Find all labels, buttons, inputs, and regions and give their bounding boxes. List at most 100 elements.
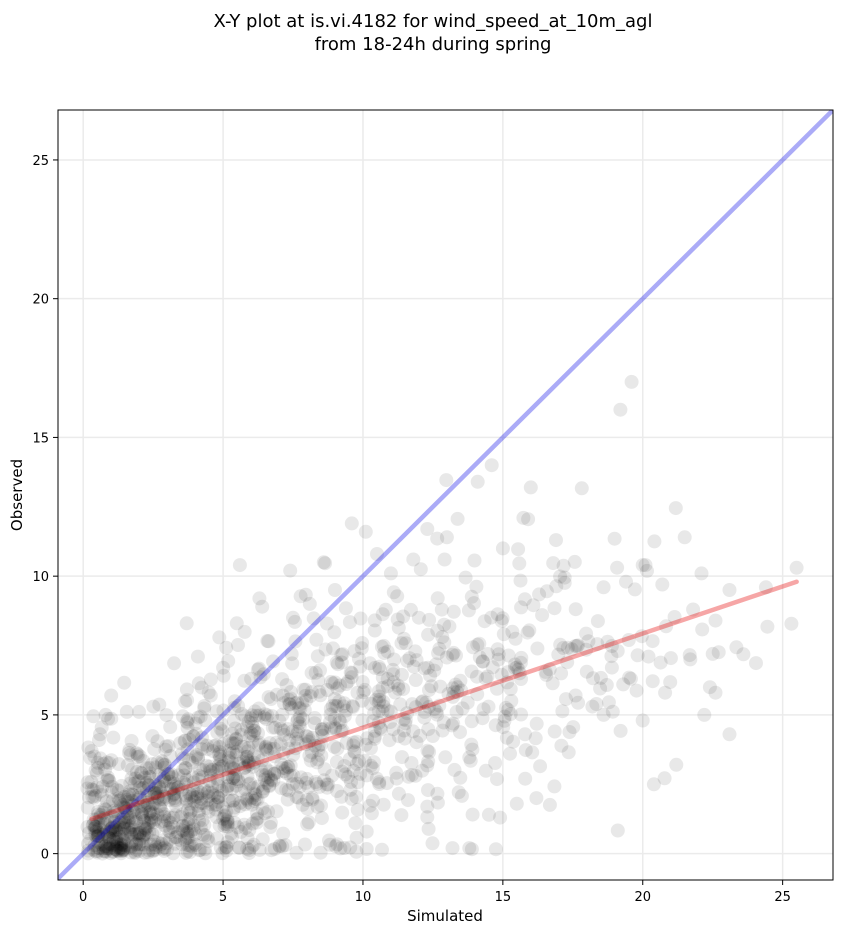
data-point [91,828,106,843]
data-point [501,702,516,717]
data-point [181,812,196,827]
data-point [168,830,183,845]
data-point [339,677,354,691]
data-point [250,792,265,807]
data-point [579,642,594,657]
data-point [616,677,631,692]
data-point [113,842,128,856]
data-point [371,703,386,718]
data-point [450,685,465,700]
data-point [397,731,412,746]
data-point [538,664,553,679]
data-point [485,660,500,675]
data-point [240,831,255,846]
data-point [150,734,165,749]
data-point [255,784,270,799]
data-point [162,792,177,807]
data-point [370,547,384,561]
data-point [430,531,445,546]
data-point [497,709,512,724]
data-point [109,824,123,839]
data-point [353,659,368,674]
data-point [92,733,106,748]
data-point [109,834,124,849]
data-point [292,779,307,794]
data-point [141,778,156,793]
data-point [307,711,322,725]
data-point [613,723,628,738]
data-point [126,804,140,819]
data-point [108,842,123,857]
data-point [198,828,213,843]
data-point [437,617,452,632]
data-point [526,598,541,613]
data-point [136,780,151,795]
data-point [462,841,477,856]
data-point [303,689,318,704]
data-point [105,779,120,794]
data-point [215,846,230,861]
scatter-points [80,374,804,861]
data-point [200,830,215,845]
data-point [283,758,298,773]
data-point [125,787,140,802]
data-point [394,808,409,823]
data-point [186,783,201,798]
data-point [269,735,284,750]
data-point [308,775,323,789]
data-point [627,582,642,597]
data-point [549,579,564,594]
data-point [239,719,254,734]
data-point [145,729,160,744]
data-point [257,707,272,722]
data-point [191,803,206,818]
data-point [290,735,305,749]
data-point [421,699,436,714]
data-point [100,839,115,854]
data-point [200,800,215,815]
data-point [369,692,383,707]
data-point [647,534,662,549]
data-point [201,804,216,819]
data-point [176,763,190,778]
data-point [379,776,394,791]
data-point [267,741,282,756]
data-point [402,651,417,666]
data-point [139,821,153,836]
data-point [604,639,619,653]
y-axis-label: Observed [8,459,26,531]
data-point [238,760,252,775]
data-point [270,765,285,780]
data-point [258,742,273,757]
data-point [607,531,622,546]
data-point [216,703,231,718]
data-point [128,845,143,860]
data-point [113,796,128,811]
data-point [289,790,304,805]
data-point [90,780,105,795]
data-point [139,761,154,776]
data-point [554,738,569,753]
data-point [111,791,126,806]
data-point [369,771,384,786]
data-point [178,734,193,748]
data-point [503,707,518,721]
data-point [335,723,350,738]
data-point [166,846,181,861]
data-point [132,780,147,795]
data-point [332,713,347,728]
data-point [208,802,223,817]
data-point [314,722,329,737]
data-point [209,831,224,846]
data-point [245,759,260,774]
data-point [267,766,282,781]
data-point [91,815,106,830]
data-point [167,786,182,801]
data-point [180,802,195,817]
data-point [337,709,352,724]
data-point [446,645,461,660]
data-point [261,690,276,705]
data-point [102,831,117,846]
data-point [211,794,226,809]
data-point [124,839,139,854]
